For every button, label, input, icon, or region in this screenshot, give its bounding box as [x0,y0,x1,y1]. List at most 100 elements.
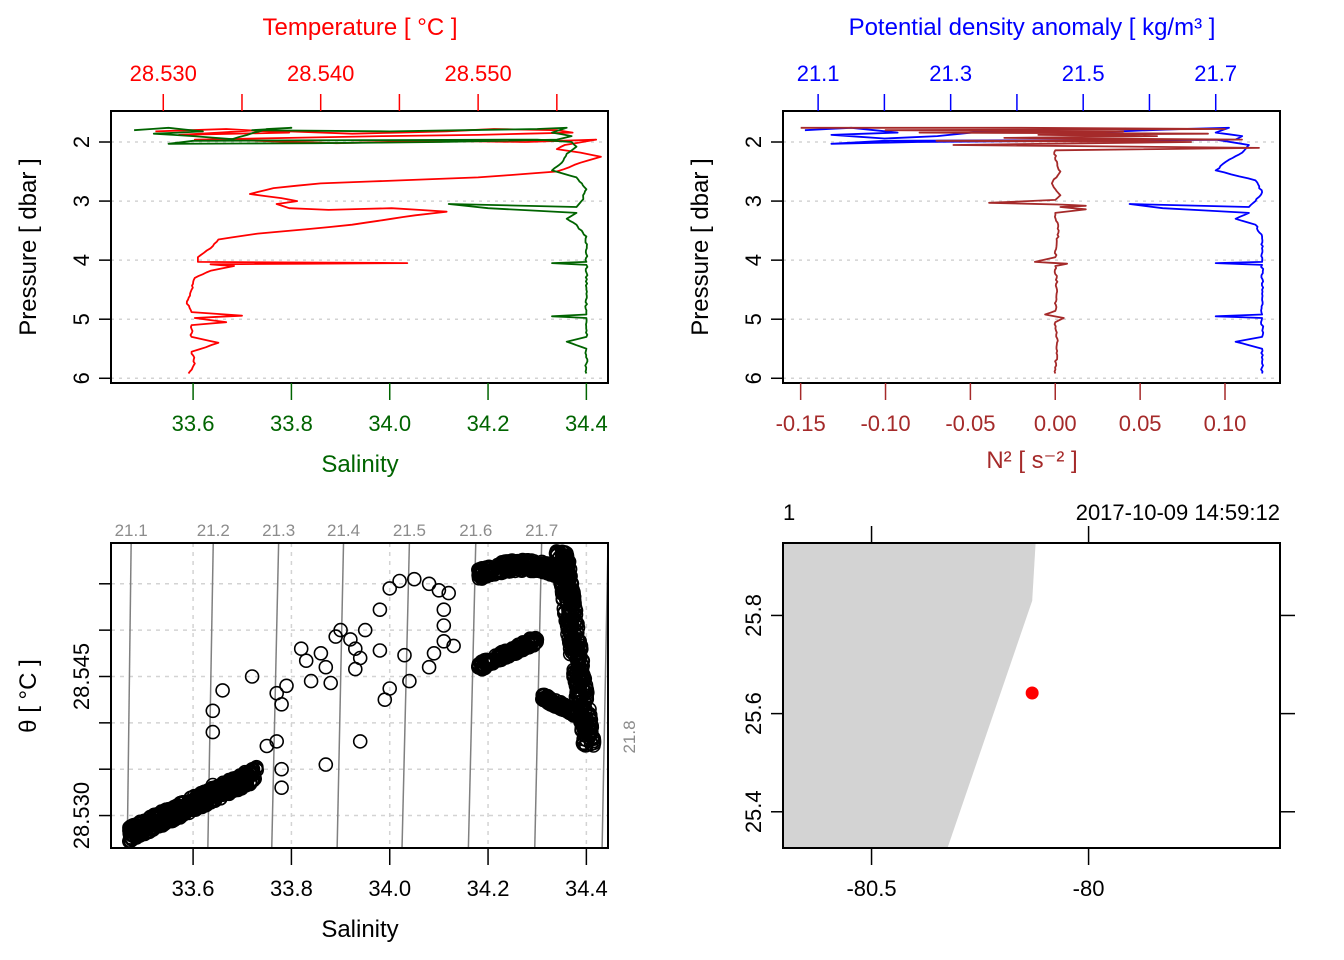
isopycnal-line [271,542,280,849]
ts-point [525,562,540,578]
temperature-profile-line [155,128,602,375]
ts-point [572,645,588,661]
p3-plot-frame [110,542,609,849]
p1-temperature-axis: 28.530 28.540 28.550 [130,61,558,111]
ts-point [481,567,496,583]
p2-n2-axis-title: N² [ s⁻² ] [986,447,1077,474]
isopycnal-label: 21.5 [393,521,426,540]
land-polygon [783,543,1036,848]
ts-point [570,616,585,632]
p2-density-axis: 21.1 21.3 21.5 21.7 [797,61,1237,111]
ts-point [436,618,452,633]
y-tick-label: 5 [69,313,94,325]
ts-point [436,602,452,618]
ts-point [199,790,214,806]
ts-point [563,705,579,721]
y-tick-label: 4 [69,254,94,266]
density-n2-panel: 2 3 4 5 6 21.1 21.3 21.5 21.7 -0.15 -0.10 -0.05 0.… [687,14,1281,474]
isopycnal-label: 21.8 [620,720,639,753]
top-tick-label: 21.3 [929,61,972,86]
isopycnal-label: 21.7 [525,521,558,540]
p2-gridlines [783,141,1280,380]
p1-salinity-axis-title: Salinity [321,451,398,478]
y-tick-label: 28.530 [69,782,94,849]
p3-theta-axis: 28.530 28.545 [69,583,111,849]
x-tick-label: 34.4 [565,876,608,901]
p4-station-index: 1 [783,500,795,525]
isopycnal-label: 21.6 [459,521,492,540]
ts-point [526,555,541,571]
bottom-tick-label: 34.2 [467,411,510,436]
bottom-tick-label: 34.0 [368,411,411,436]
ts-point [567,636,583,652]
ts-point [563,592,579,608]
isopycnal-label: 21.3 [262,521,295,540]
ts-point [153,813,169,829]
p4-plot-frame [782,542,1281,849]
ts-point [236,768,252,783]
ts-point [436,633,452,649]
ts-point [537,691,553,707]
ts-point [574,688,590,704]
bottom-tick-label: 33.8 [270,411,313,436]
ts-point [509,645,525,661]
ts-point [562,601,577,617]
top-tick-label: 21.5 [1062,61,1105,86]
ts-point [303,673,319,689]
ts-point [293,641,309,657]
bottom-tick-label: -0.05 [945,411,995,436]
ts-point [352,734,368,749]
p3-salinity-axis-title: Salinity [321,916,398,943]
ts-point [560,626,575,642]
ts-point [357,622,373,638]
ts-point [556,580,572,596]
bottom-tick-label: 34.4 [565,411,608,436]
ts-point [323,675,339,691]
x-tick-label: 34.2 [467,876,510,901]
ts-point [165,813,180,829]
ts-point [524,631,540,647]
bottom-tick-label: 0.05 [1119,411,1162,436]
ts-point [318,659,334,675]
isopycnal-label: 21.1 [115,521,148,540]
ts-point [124,830,139,846]
ts-point [576,735,592,751]
p4-axes: -80.5 -80 25.4 25.6 25.8 [741,526,1295,901]
ts-point [552,550,567,566]
ts-point [274,761,289,777]
ts-point [505,554,521,569]
top-tick-label: 21.7 [1194,61,1237,86]
y-tick-label: 3 [69,195,94,207]
isopycnal-label: 21.2 [197,521,230,540]
ts-point [347,661,363,677]
ts-point [244,669,260,684]
ts-point [490,557,505,573]
ts-point [556,550,571,566]
p3-isopycnals: 21.1 21.2 21.3 21.4 21.5 21.6 21.7 21.8 [115,521,639,849]
ts-point [347,641,363,657]
ts-point [274,696,289,712]
p4-station-datetime: 2017-10-09 14:59:12 [1076,500,1280,525]
ts-point [372,602,388,618]
x-tick-label: -80 [1073,876,1105,901]
p4-land [783,543,1036,848]
ts-point [215,683,230,698]
ts-point [521,639,536,655]
p2-pressure-axis-title: Pressure [ dbar ] [687,158,714,335]
potential-density-anomaly-profile-line [804,126,1265,374]
p2-pressure-axis: 2 3 4 5 6 [741,136,783,384]
p1-pressure-axis-title: Pressure [ dbar ] [15,158,42,335]
p3-theta-axis-title: θ [ °C ] [15,659,42,733]
ts-point [578,737,593,753]
isopycnal-label: 21.4 [327,521,360,540]
ts-point [536,690,551,706]
top-tick-label: 21.1 [797,61,840,86]
ts-point [549,697,564,713]
ts-point [129,818,145,833]
p2-density-axis-title: Potential density anomaly [ kg/m³ ] [849,14,1216,41]
p1-salinity-axis: 33.6 33.8 34.0 34.2 34.4 [172,383,608,436]
salinity-temperature-panel: 2 3 4 5 6 28.530 28.540 28.550 33.6 33.8 34.0 34.… [15,14,609,478]
bottom-tick-label: 0.00 [1034,411,1077,436]
ts-point [562,624,578,640]
